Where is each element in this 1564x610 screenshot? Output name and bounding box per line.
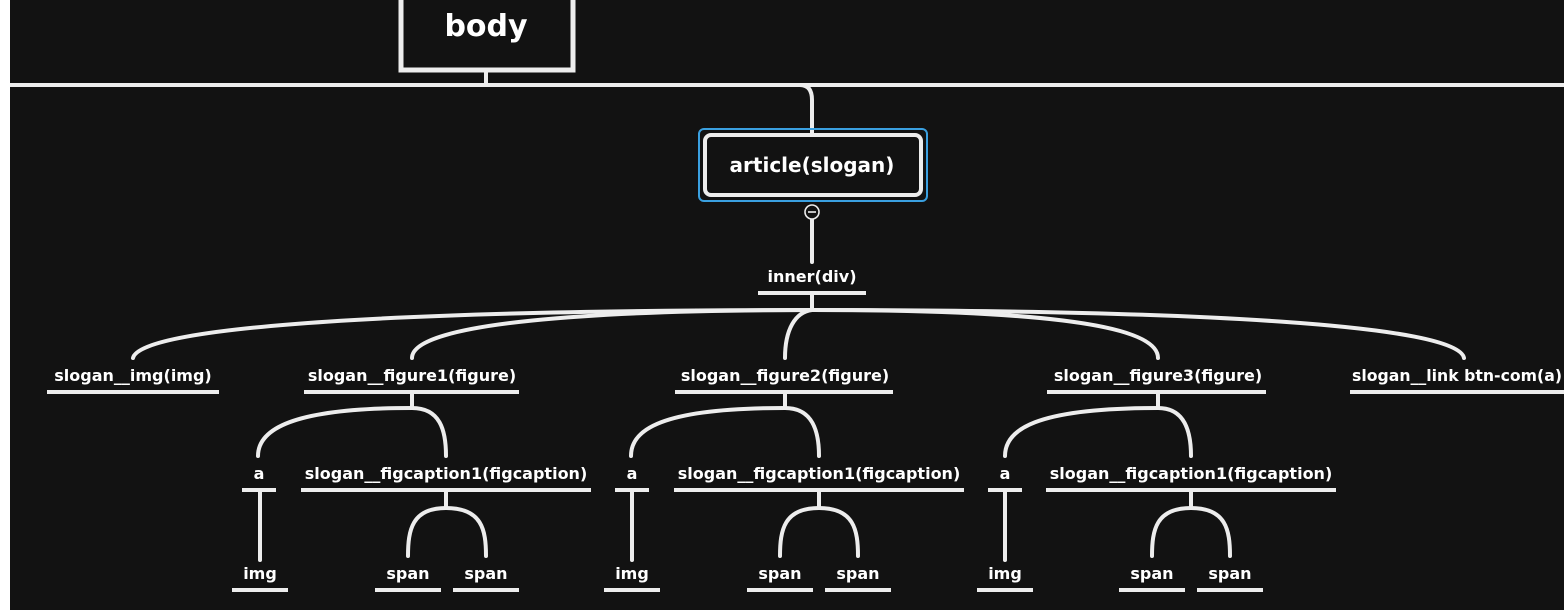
- edge-f2-span1: [778, 506, 821, 558]
- edges: [10, 68, 1564, 562]
- node-f2-img-label: img: [615, 564, 649, 583]
- node-f3-caption-label: slogan__figcaption1(figcaption): [1050, 464, 1333, 483]
- node-f2-a[interactable]: a: [627, 464, 638, 483]
- node-f2-caption-label: slogan__figcaption1(figcaption): [678, 464, 961, 483]
- node-f2-span2[interactable]: span: [825, 564, 891, 592]
- edge-figure2-caption: [783, 406, 821, 458]
- node-article[interactable]: article(slogan): [698, 128, 928, 202]
- node-f1-img[interactable]: img: [232, 564, 288, 592]
- node-article-box: [703, 133, 923, 197]
- node-slogan-img-label: slogan__img(img): [54, 366, 211, 385]
- node-f2-span2-label: span: [836, 564, 879, 583]
- node-link[interactable]: slogan__link btn-com(a): [1350, 366, 1564, 394]
- edge-figure1-a: [256, 406, 414, 458]
- node-f1-span1[interactable]: span: [375, 564, 441, 592]
- node-f2-a-label: a: [627, 464, 638, 483]
- node-f2-span1-label: span: [758, 564, 801, 583]
- node-f1-caption[interactable]: slogan__figcaption1(figcaption): [301, 464, 591, 492]
- node-f3-img-label: img: [988, 564, 1022, 583]
- edge-figure2-a: [629, 406, 787, 458]
- edge-inner-figure3: [810, 308, 1160, 360]
- node-f3-a-label: a: [1000, 464, 1011, 483]
- edge-inner-link: [810, 308, 1466, 360]
- node-figure2-label: slogan__figure2(figure): [681, 366, 889, 385]
- edge-f1-span2: [444, 506, 488, 558]
- node-figure2[interactable]: slogan__figure2(figure): [675, 366, 893, 394]
- node-body-box: [398, 0, 576, 73]
- edge-f2-span2: [817, 506, 860, 558]
- node-f3-a[interactable]: a: [1000, 464, 1011, 483]
- node-f1-a[interactable]: a: [254, 464, 265, 483]
- node-figure1[interactable]: slogan__figure1(figure): [304, 366, 519, 394]
- edge-root-article: [798, 83, 814, 135]
- edge-figure1-caption: [410, 406, 448, 458]
- edge-figure3-a: [1003, 406, 1160, 458]
- edge-figure3-caption: [1156, 406, 1193, 458]
- node-f3-span2[interactable]: span: [1197, 564, 1263, 592]
- node-f3-span1-label: span: [1130, 564, 1173, 583]
- edge-inner-figure1: [410, 308, 814, 360]
- node-f3-span2-label: span: [1208, 564, 1251, 583]
- node-f1-caption-label: slogan__figcaption1(figcaption): [305, 464, 588, 483]
- node-inner-label: inner(div): [768, 267, 857, 286]
- node-f1-span2[interactable]: span: [453, 564, 519, 592]
- canvas-background: [10, 0, 1564, 610]
- node-f1-span1-label: span: [386, 564, 429, 583]
- node-link-label: slogan__link btn-com(a): [1352, 366, 1562, 385]
- minus-circle-icon[interactable]: [804, 204, 820, 220]
- node-slogan-img[interactable]: slogan__img(img): [47, 366, 219, 394]
- edge-f1-span1: [406, 506, 448, 558]
- node-f1-img-label: img: [243, 564, 277, 583]
- edge-inner-slogan-img: [131, 308, 814, 360]
- node-figure3[interactable]: slogan__figure3(figure): [1047, 366, 1266, 394]
- node-article-selection: [698, 128, 928, 202]
- edge-inner-figure2: [783, 308, 814, 360]
- node-f2-caption[interactable]: slogan__figcaption1(figcaption): [674, 464, 964, 492]
- node-figure1-label: slogan__figure1(figure): [308, 366, 516, 385]
- node-f3-caption[interactable]: slogan__figcaption1(figcaption): [1046, 464, 1336, 492]
- node-f3-span1[interactable]: span: [1119, 564, 1185, 592]
- node-figure3-label: slogan__figure3(figure): [1054, 366, 1262, 385]
- node-f2-img[interactable]: img: [604, 564, 660, 592]
- edge-f3-span1: [1150, 506, 1193, 558]
- edge-f3-span2: [1189, 506, 1232, 558]
- node-f1-span2-label: span: [464, 564, 507, 583]
- node-f2-span1[interactable]: span: [747, 564, 813, 592]
- node-body-label: body: [444, 9, 528, 44]
- node-body[interactable]: body: [398, 0, 576, 73]
- node-article-label: article(slogan): [730, 153, 895, 177]
- node-inner[interactable]: inner(div): [758, 267, 866, 295]
- node-f1-a-label: a: [254, 464, 265, 483]
- node-f3-img[interactable]: img: [977, 564, 1033, 592]
